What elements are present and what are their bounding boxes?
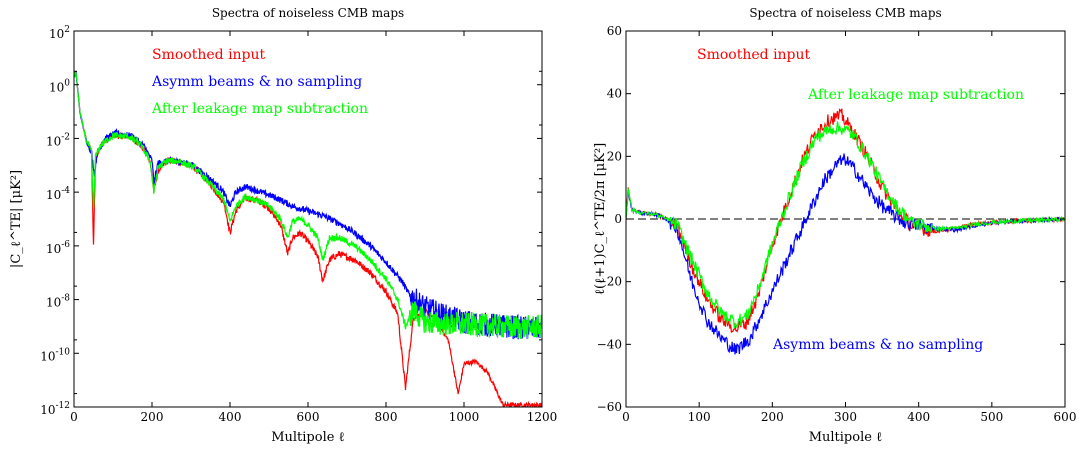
y-tick-label: 10-8 xyxy=(46,294,70,310)
y-axis-label: ℓ(ℓ+1)C_ℓ^TE/2π [μK²] xyxy=(593,143,608,295)
y-tick-label: 10-12 xyxy=(40,401,70,417)
x-tick-label: 600 xyxy=(1054,410,1077,424)
x-tick-label: 500 xyxy=(980,410,1003,424)
legend-label-3: After leakage map subtraction xyxy=(807,87,1024,103)
x-tick-label: 1200 xyxy=(527,410,558,424)
y-tick-label: −40 xyxy=(597,337,622,351)
y-tick-label: 10-2 xyxy=(46,132,70,148)
y-tick-label: 20 xyxy=(607,149,622,163)
y-tick-label: −20 xyxy=(597,275,622,289)
y-tick-label: 60 xyxy=(607,24,622,38)
series-line-1 xyxy=(74,71,542,407)
series-line-1 xyxy=(626,108,1065,334)
y-tick-label: −60 xyxy=(597,400,622,414)
x-tick-label: 200 xyxy=(141,410,164,424)
legend-label-2: Asymm beams & no sampling xyxy=(772,337,983,353)
y-tick-label: 10-6 xyxy=(46,240,70,256)
legend-label-1: Smoothed input xyxy=(152,47,266,63)
x-axis-label: Multipole ℓ xyxy=(809,430,883,445)
y-tick-label: 10-10 xyxy=(40,347,70,363)
series-line-3 xyxy=(626,121,1065,329)
legend-label-1: Smoothed input xyxy=(697,47,811,63)
y-tick-label: 100 xyxy=(49,79,70,95)
y-axis-label: |C_ℓ^TE| [μK²] xyxy=(9,170,24,268)
y-tick-label: 40 xyxy=(607,87,622,101)
x-tick-label: 100 xyxy=(688,410,711,424)
x-tick-label: 200 xyxy=(761,410,784,424)
x-tick-label: 0 xyxy=(622,410,630,424)
chart-panel-left: Spectra of noiseless CMB maps 0 200 400 600 8… xyxy=(9,6,557,445)
x-tick-label: 400 xyxy=(907,410,930,424)
x-tick-label: 0 xyxy=(70,410,78,424)
series-line-3 xyxy=(74,71,542,340)
plot-area xyxy=(626,108,1065,355)
x-tick-label: 400 xyxy=(219,410,242,424)
chart-title: Spectra of noiseless CMB maps xyxy=(212,6,404,20)
x-tick-label: 1000 xyxy=(449,410,480,424)
plot-area xyxy=(74,70,542,407)
x-tick-label: 300 xyxy=(834,410,857,424)
y-tick-label: 102 xyxy=(49,25,70,41)
x-axis-label: Multipole ℓ xyxy=(271,430,345,445)
y-tick-label: 10-4 xyxy=(46,186,70,202)
series-line-2 xyxy=(626,153,1065,355)
x-tick-label: 800 xyxy=(375,410,398,424)
legend-label-2: Asymm beams & no sampling xyxy=(151,74,362,90)
legend-label-3: After leakage map subtraction xyxy=(151,101,368,117)
y-tick-label: 0 xyxy=(614,212,622,226)
chart-title: Spectra of noiseless CMB maps xyxy=(749,6,941,20)
x-tick-label: 600 xyxy=(297,410,320,424)
